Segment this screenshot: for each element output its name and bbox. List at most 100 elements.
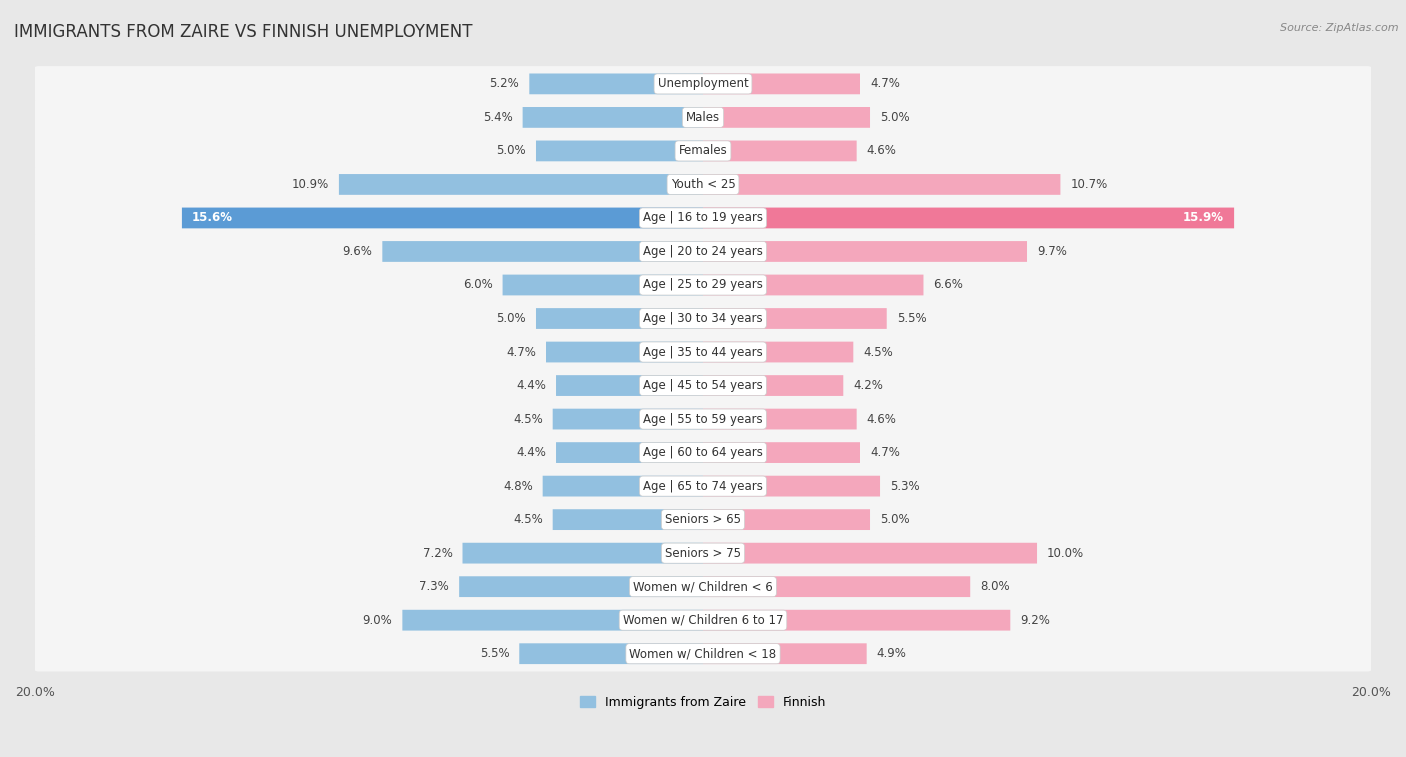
- FancyBboxPatch shape: [703, 241, 1026, 262]
- Text: Age | 60 to 64 years: Age | 60 to 64 years: [643, 446, 763, 459]
- Text: 4.6%: 4.6%: [866, 145, 897, 157]
- FancyBboxPatch shape: [553, 509, 703, 530]
- Text: 5.4%: 5.4%: [482, 111, 513, 124]
- Text: 4.2%: 4.2%: [853, 379, 883, 392]
- FancyBboxPatch shape: [543, 475, 703, 497]
- FancyBboxPatch shape: [34, 234, 1372, 269]
- Text: 5.0%: 5.0%: [496, 145, 526, 157]
- Text: 4.5%: 4.5%: [513, 413, 543, 425]
- FancyBboxPatch shape: [703, 643, 866, 664]
- Text: 10.9%: 10.9%: [291, 178, 329, 191]
- FancyBboxPatch shape: [519, 643, 703, 664]
- FancyBboxPatch shape: [703, 341, 853, 363]
- Text: 4.4%: 4.4%: [516, 446, 546, 459]
- FancyBboxPatch shape: [402, 610, 703, 631]
- FancyBboxPatch shape: [703, 576, 970, 597]
- Text: Women w/ Children < 18: Women w/ Children < 18: [630, 647, 776, 660]
- Text: Age | 16 to 19 years: Age | 16 to 19 years: [643, 211, 763, 225]
- FancyBboxPatch shape: [34, 603, 1372, 638]
- Text: 6.0%: 6.0%: [463, 279, 492, 291]
- Text: 10.0%: 10.0%: [1047, 547, 1084, 559]
- FancyBboxPatch shape: [460, 576, 703, 597]
- Text: 5.5%: 5.5%: [479, 647, 509, 660]
- Text: 7.3%: 7.3%: [419, 580, 449, 593]
- FancyBboxPatch shape: [553, 409, 703, 429]
- Text: 5.3%: 5.3%: [890, 480, 920, 493]
- Text: 10.7%: 10.7%: [1070, 178, 1108, 191]
- Text: Women w/ Children 6 to 17: Women w/ Children 6 to 17: [623, 614, 783, 627]
- FancyBboxPatch shape: [703, 509, 870, 530]
- Text: Age | 25 to 29 years: Age | 25 to 29 years: [643, 279, 763, 291]
- Text: Unemployment: Unemployment: [658, 77, 748, 90]
- FancyBboxPatch shape: [703, 207, 1234, 229]
- FancyBboxPatch shape: [34, 502, 1372, 537]
- Text: 5.0%: 5.0%: [496, 312, 526, 325]
- FancyBboxPatch shape: [703, 141, 856, 161]
- FancyBboxPatch shape: [529, 73, 703, 95]
- Text: Age | 65 to 74 years: Age | 65 to 74 years: [643, 480, 763, 493]
- Text: Age | 30 to 34 years: Age | 30 to 34 years: [643, 312, 763, 325]
- Text: 5.0%: 5.0%: [880, 513, 910, 526]
- Text: 4.5%: 4.5%: [513, 513, 543, 526]
- Text: 6.6%: 6.6%: [934, 279, 963, 291]
- FancyBboxPatch shape: [703, 174, 1060, 195]
- Text: 4.5%: 4.5%: [863, 345, 893, 359]
- Text: Age | 55 to 59 years: Age | 55 to 59 years: [643, 413, 763, 425]
- Text: 4.4%: 4.4%: [516, 379, 546, 392]
- Text: 7.2%: 7.2%: [423, 547, 453, 559]
- Text: Age | 35 to 44 years: Age | 35 to 44 years: [643, 345, 763, 359]
- FancyBboxPatch shape: [555, 375, 703, 396]
- Text: 5.2%: 5.2%: [489, 77, 519, 90]
- FancyBboxPatch shape: [34, 636, 1372, 671]
- Text: 9.6%: 9.6%: [343, 245, 373, 258]
- FancyBboxPatch shape: [555, 442, 703, 463]
- Text: Males: Males: [686, 111, 720, 124]
- Text: Age | 20 to 24 years: Age | 20 to 24 years: [643, 245, 763, 258]
- Text: Seniors > 75: Seniors > 75: [665, 547, 741, 559]
- Text: 4.7%: 4.7%: [870, 446, 900, 459]
- Text: 15.6%: 15.6%: [193, 211, 233, 225]
- Text: 9.2%: 9.2%: [1021, 614, 1050, 627]
- FancyBboxPatch shape: [34, 301, 1372, 336]
- Text: IMMIGRANTS FROM ZAIRE VS FINNISH UNEMPLOYMENT: IMMIGRANTS FROM ZAIRE VS FINNISH UNEMPLO…: [14, 23, 472, 41]
- Legend: Immigrants from Zaire, Finnish: Immigrants from Zaire, Finnish: [575, 691, 831, 714]
- FancyBboxPatch shape: [703, 475, 880, 497]
- FancyBboxPatch shape: [502, 275, 703, 295]
- Text: 4.7%: 4.7%: [506, 345, 536, 359]
- FancyBboxPatch shape: [703, 409, 856, 429]
- Text: 4.7%: 4.7%: [870, 77, 900, 90]
- Text: Youth < 25: Youth < 25: [671, 178, 735, 191]
- FancyBboxPatch shape: [382, 241, 703, 262]
- FancyBboxPatch shape: [34, 469, 1372, 504]
- FancyBboxPatch shape: [703, 375, 844, 396]
- FancyBboxPatch shape: [34, 569, 1372, 604]
- FancyBboxPatch shape: [34, 401, 1372, 437]
- Text: 4.6%: 4.6%: [866, 413, 897, 425]
- FancyBboxPatch shape: [523, 107, 703, 128]
- FancyBboxPatch shape: [34, 133, 1372, 169]
- Text: 15.9%: 15.9%: [1182, 211, 1225, 225]
- FancyBboxPatch shape: [34, 200, 1372, 235]
- FancyBboxPatch shape: [463, 543, 703, 563]
- Text: 5.0%: 5.0%: [880, 111, 910, 124]
- FancyBboxPatch shape: [34, 335, 1372, 370]
- FancyBboxPatch shape: [703, 73, 860, 95]
- FancyBboxPatch shape: [34, 368, 1372, 403]
- Text: 5.5%: 5.5%: [897, 312, 927, 325]
- Text: 4.9%: 4.9%: [877, 647, 907, 660]
- FancyBboxPatch shape: [339, 174, 703, 195]
- Text: Source: ZipAtlas.com: Source: ZipAtlas.com: [1281, 23, 1399, 33]
- FancyBboxPatch shape: [536, 141, 703, 161]
- FancyBboxPatch shape: [181, 207, 703, 229]
- FancyBboxPatch shape: [34, 535, 1372, 571]
- Text: 4.8%: 4.8%: [503, 480, 533, 493]
- FancyBboxPatch shape: [703, 308, 887, 329]
- FancyBboxPatch shape: [703, 107, 870, 128]
- Text: Females: Females: [679, 145, 727, 157]
- FancyBboxPatch shape: [703, 543, 1038, 563]
- FancyBboxPatch shape: [703, 275, 924, 295]
- FancyBboxPatch shape: [34, 66, 1372, 101]
- FancyBboxPatch shape: [34, 167, 1372, 202]
- FancyBboxPatch shape: [703, 610, 1011, 631]
- Text: 9.0%: 9.0%: [363, 614, 392, 627]
